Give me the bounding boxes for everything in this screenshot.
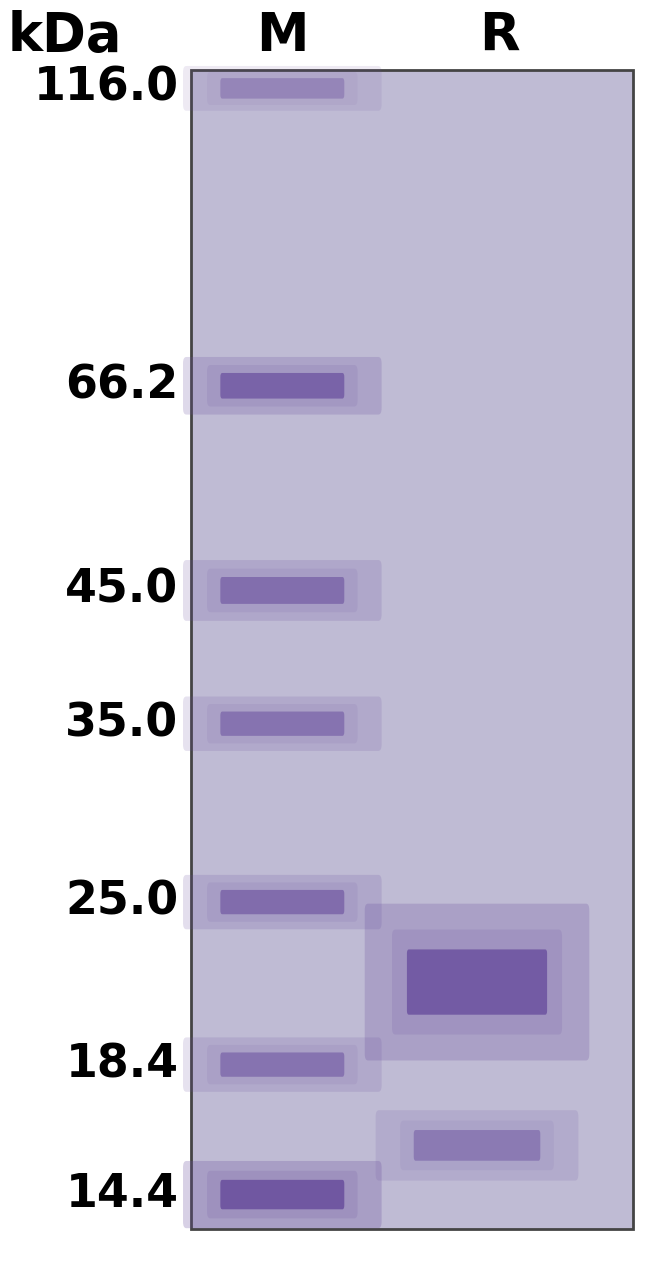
FancyBboxPatch shape <box>207 72 358 105</box>
FancyBboxPatch shape <box>365 904 589 1060</box>
FancyBboxPatch shape <box>392 929 562 1034</box>
FancyBboxPatch shape <box>376 1110 578 1180</box>
FancyBboxPatch shape <box>207 882 358 922</box>
FancyBboxPatch shape <box>221 78 344 99</box>
Text: 66.2: 66.2 <box>66 364 178 408</box>
FancyBboxPatch shape <box>183 1161 382 1229</box>
Text: kDa: kDa <box>8 10 122 61</box>
FancyBboxPatch shape <box>221 372 344 398</box>
FancyBboxPatch shape <box>183 696 382 751</box>
FancyBboxPatch shape <box>221 712 344 736</box>
FancyBboxPatch shape <box>183 561 382 621</box>
Text: 14.4: 14.4 <box>66 1172 178 1217</box>
Text: 116.0: 116.0 <box>33 65 178 111</box>
FancyBboxPatch shape <box>221 577 344 604</box>
FancyBboxPatch shape <box>221 1180 344 1210</box>
FancyBboxPatch shape <box>183 67 382 111</box>
FancyBboxPatch shape <box>400 1120 554 1170</box>
Text: 18.4: 18.4 <box>66 1042 178 1087</box>
FancyBboxPatch shape <box>221 1052 344 1076</box>
Text: 25.0: 25.0 <box>66 879 178 924</box>
FancyBboxPatch shape <box>207 1171 358 1219</box>
FancyBboxPatch shape <box>407 950 547 1015</box>
Text: 35.0: 35.0 <box>66 701 178 746</box>
FancyBboxPatch shape <box>207 704 358 744</box>
Text: R: R <box>480 10 520 61</box>
FancyBboxPatch shape <box>207 1044 358 1084</box>
FancyBboxPatch shape <box>207 365 358 407</box>
Text: M: M <box>256 10 308 61</box>
FancyBboxPatch shape <box>207 568 358 612</box>
FancyBboxPatch shape <box>183 1037 382 1092</box>
FancyBboxPatch shape <box>414 1130 540 1161</box>
FancyBboxPatch shape <box>191 70 633 1229</box>
FancyBboxPatch shape <box>183 876 382 929</box>
FancyBboxPatch shape <box>221 890 344 914</box>
Text: 45.0: 45.0 <box>66 568 178 613</box>
FancyBboxPatch shape <box>183 357 382 415</box>
